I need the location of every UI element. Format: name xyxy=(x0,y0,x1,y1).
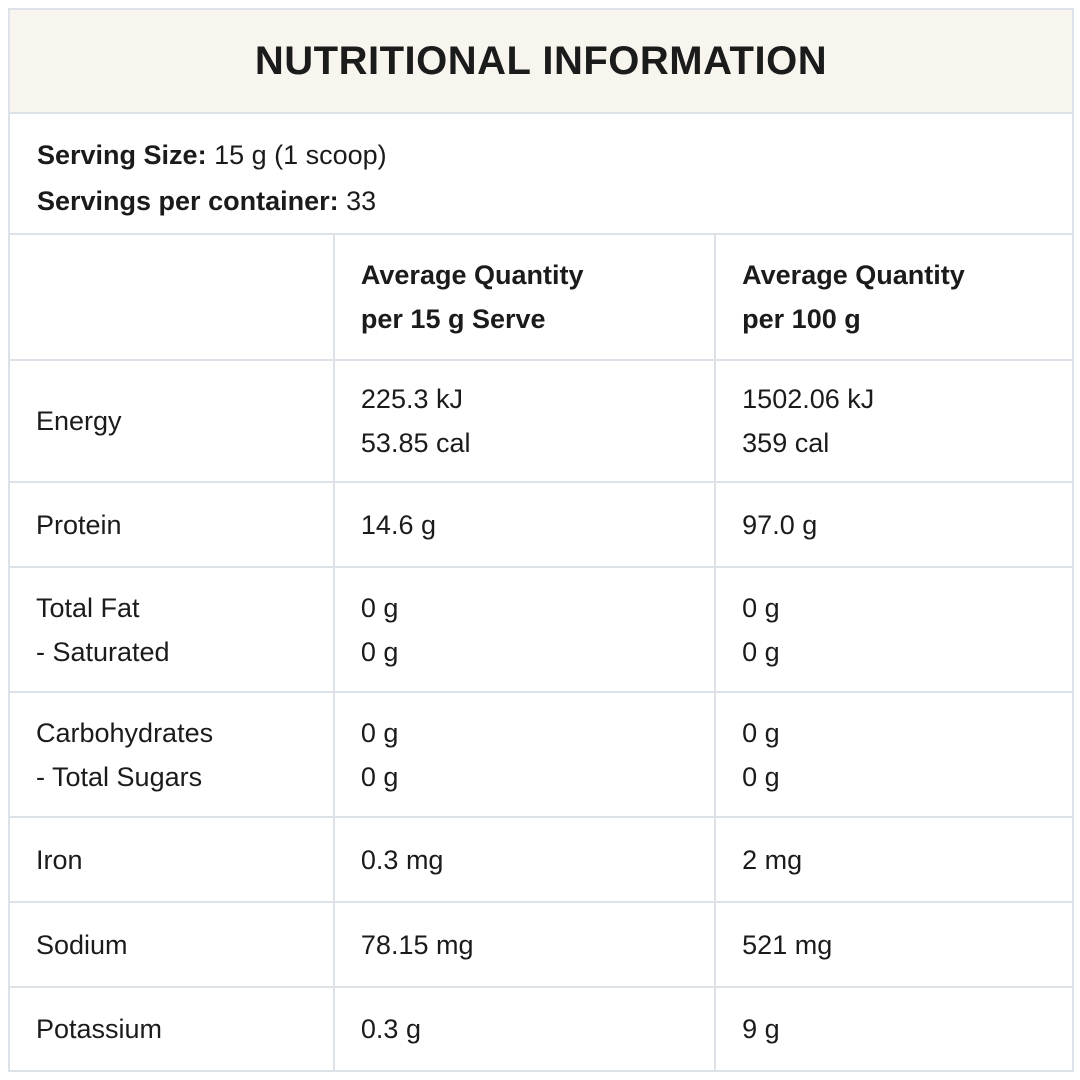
servings-per-container-line: Servings per container: 33 xyxy=(37,178,1045,224)
per-100g-value: 0 g xyxy=(742,636,780,667)
header-row: Average Quantity per 15 g Serve Average … xyxy=(10,235,1072,360)
servings-per-container-label: Servings per container: xyxy=(37,186,339,216)
nutrient-name: Sodium xyxy=(36,929,128,960)
nutrient-name-cell: Sodium xyxy=(10,901,334,987)
nutrition-table: Average Quantity per 15 g Serve Average … xyxy=(10,235,1072,1070)
per-100g-cell: 1502.06 kJ 359 cal xyxy=(714,359,1072,482)
serving-size-value: 15 g (1 scoop) xyxy=(214,140,387,170)
nutrition-table-body: Energy 225.3 kJ 53.85 cal 1502.06 kJ 359… xyxy=(10,359,1072,1070)
nutrient-name: - Saturated xyxy=(36,636,170,667)
per-100g-value: 0 g xyxy=(742,761,780,792)
nutrition-label-box: NUTRITIONAL INFORMATION Serving Size: 15… xyxy=(8,8,1074,1072)
per-serve-value: 0 g xyxy=(360,636,399,667)
nutrition-table-head: Average Quantity per 15 g Serve Average … xyxy=(10,235,1072,360)
row-energy: Energy 225.3 kJ 53.85 cal 1502.06 kJ 359… xyxy=(10,359,1072,482)
per-100g-cell: 97.0 g xyxy=(714,481,1072,567)
nutrient-name: - Total Sugars xyxy=(36,761,203,792)
nutrient-name: Carbohydrates xyxy=(36,717,214,748)
serving-info-section: Serving Size: 15 g (1 scoop) Servings pe… xyxy=(10,114,1072,235)
row-sodium: Sodium 78.15 mg 521 mg xyxy=(10,901,1072,987)
row-iron: Iron 0.3 mg 2 mg xyxy=(10,816,1072,902)
header-per-serve-cell: Average Quantity per 15 g Serve xyxy=(332,235,716,360)
serving-size-label: Serving Size: xyxy=(37,140,207,170)
per-serve-value: 0.3 g xyxy=(360,1014,421,1044)
per-serve-value: 14.6 g xyxy=(360,509,436,540)
per-100g-cell: 521 mg xyxy=(714,901,1072,987)
per-100g-cell: 0 g 0 g xyxy=(714,691,1072,817)
row-protein: Protein 14.6 g 97.0 g xyxy=(10,481,1072,567)
page-title: NUTRITIONAL INFORMATION xyxy=(254,38,828,83)
per-serve-cell: 14.6 g xyxy=(332,481,716,567)
per-serve-cell: 78.15 mg xyxy=(332,901,716,987)
nutrient-name-cell: Iron xyxy=(10,816,334,902)
per-serve-value: 225.3 kJ xyxy=(360,384,463,414)
header-nutrient-cell xyxy=(10,235,334,360)
per-100g-value: 359 cal xyxy=(742,428,830,458)
nutrient-name: Protein xyxy=(36,509,122,540)
per-serve-value: 53.85 cal xyxy=(360,428,471,458)
nutrient-name: Total Fat xyxy=(36,592,140,623)
row-carbohydrates: Carbohydrates - Total Sugars 0 g 0 g 0 g… xyxy=(10,691,1072,817)
per-serve-cell: 0.3 g xyxy=(332,986,716,1070)
per-100g-value: 9 g xyxy=(742,1014,780,1044)
header-per-100g-line1: Average Quantity xyxy=(742,260,965,290)
per-100g-cell: 9 g xyxy=(714,986,1072,1070)
per-serve-value: 0 g xyxy=(360,717,399,748)
per-100g-value: 521 mg xyxy=(742,929,833,960)
per-serve-cell: 0 g 0 g xyxy=(332,691,716,817)
per-serve-cell: 0 g 0 g xyxy=(332,566,716,692)
per-100g-cell: 0 g 0 g xyxy=(714,566,1072,692)
nutrient-name-cell: Carbohydrates - Total Sugars xyxy=(10,691,334,817)
label-header-band: NUTRITIONAL INFORMATION xyxy=(10,10,1072,114)
per-serve-cell: 0.3 mg xyxy=(332,816,716,902)
per-100g-value: 0 g xyxy=(742,592,780,623)
row-potassium: Potassium 0.3 g 9 g xyxy=(10,986,1072,1070)
nutrient-name: Potassium xyxy=(36,1014,163,1044)
row-total-fat: Total Fat - Saturated 0 g 0 g 0 g 0 g xyxy=(10,566,1072,692)
nutrient-name: Energy xyxy=(36,406,122,436)
per-100g-value: 2 mg xyxy=(742,844,803,875)
header-per-serve-line1: Average Quantity xyxy=(360,260,584,290)
header-per-100g-cell: Average Quantity per 100 g xyxy=(714,235,1072,360)
per-serve-value: 78.15 mg xyxy=(360,929,474,960)
nutrient-name-cell: Total Fat - Saturated xyxy=(10,566,334,692)
nutrient-name-cell: Protein xyxy=(10,481,334,567)
per-100g-value: 0 g xyxy=(742,717,780,748)
per-serve-cell: 225.3 kJ 53.85 cal xyxy=(332,359,716,482)
per-serve-value: 0 g xyxy=(360,761,399,792)
servings-per-container-value: 33 xyxy=(346,186,377,216)
serving-size-line: Serving Size: 15 g (1 scoop) xyxy=(37,132,1045,178)
nutrient-name-cell: Potassium xyxy=(10,986,334,1070)
per-100g-value: 97.0 g xyxy=(742,509,818,540)
nutrient-name-cell: Energy xyxy=(10,359,334,482)
per-serve-value: 0.3 mg xyxy=(360,844,444,875)
nutrient-name: Iron xyxy=(36,844,83,875)
per-serve-value: 0 g xyxy=(360,592,399,623)
header-per-100g-line2: per 100 g xyxy=(742,304,861,334)
header-per-serve-line2: per 15 g Serve xyxy=(360,304,546,334)
per-100g-value: 1502.06 kJ xyxy=(742,384,875,414)
per-100g-cell: 2 mg xyxy=(714,816,1072,902)
